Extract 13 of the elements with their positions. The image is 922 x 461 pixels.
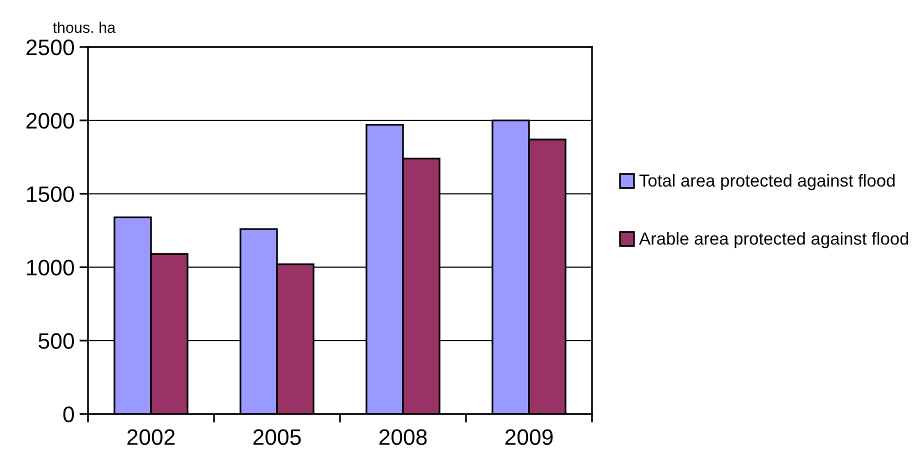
x-tick-label: 2009 — [505, 429, 553, 446]
x-tick-label: 2002 — [127, 429, 175, 446]
y-tick-label: 2500 — [26, 40, 74, 56]
y-tick-label: 500 — [38, 333, 74, 349]
x-tick-label: 2008 — [379, 429, 427, 446]
x-tick-label: 2005 — [253, 429, 301, 446]
y-tick-label: 1000 — [27, 260, 74, 276]
y-axis-title: thous. ha — [52, 22, 116, 33]
legend-label: Arable area protected against flood — [639, 232, 908, 248]
y-tick-label: 0 — [63, 406, 74, 422]
legend-label: Total area protected against flood — [639, 174, 895, 190]
y-tick-label: 2000 — [26, 112, 74, 129]
y-tick-label: 1500 — [27, 186, 74, 202]
